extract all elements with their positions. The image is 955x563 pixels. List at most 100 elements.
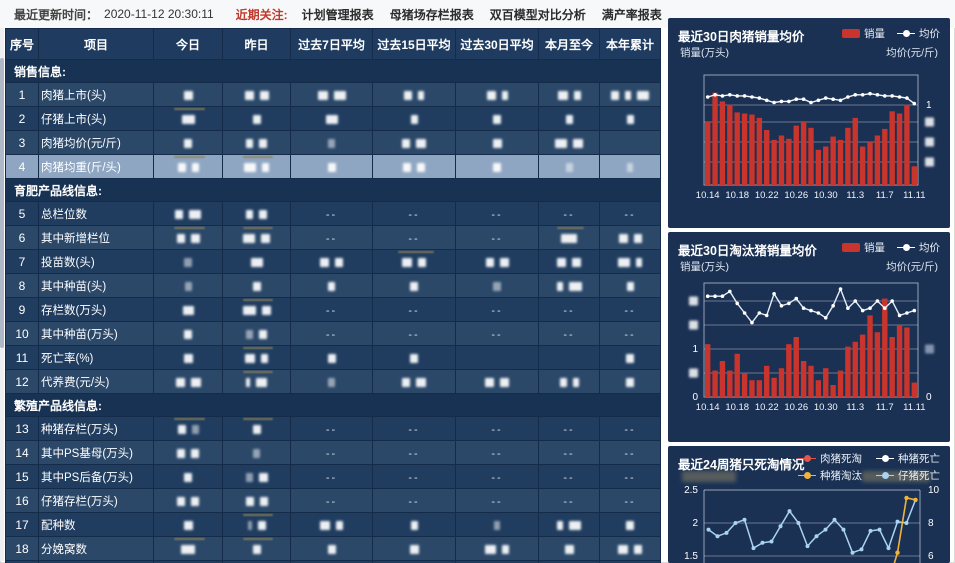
value-cell	[153, 464, 223, 489]
redacted-value	[262, 162, 269, 172]
table-row[interactable]: 15 其中PS后备(万头) -- -- -- -- --	[5, 464, 661, 489]
value-cell: --	[290, 488, 373, 513]
table-row[interactable]: 1 肉猪上市(头)	[5, 82, 661, 107]
value-cell	[455, 536, 539, 561]
value-cell	[153, 321, 223, 346]
scrollbar-thumb[interactable]	[0, 58, 4, 348]
redaction-smudge	[243, 156, 274, 158]
value-cell	[153, 416, 223, 441]
redacted-value	[261, 305, 271, 315]
redacted-value	[611, 90, 619, 100]
svg-text:0: 0	[692, 392, 698, 403]
row-number: 15	[5, 464, 39, 489]
redacted-value	[501, 90, 508, 100]
report-link-2[interactable]: 母猪场存栏报表	[389, 7, 474, 22]
redacted-value	[410, 114, 418, 124]
table-row[interactable]: 16 仔猪存栏(万头) -- -- -- -- --	[5, 488, 661, 513]
redaction-smudge	[243, 299, 274, 301]
row-item-name: 仔猪存栏(万头)	[38, 488, 154, 513]
table-row[interactable]: 6 其中新增栏位 -- -- --	[5, 225, 661, 250]
row-item-name: 种猪存栏(万头)	[38, 416, 154, 441]
value-cell	[538, 82, 600, 107]
row-number: 3	[5, 130, 39, 155]
row-number: 9	[5, 297, 39, 322]
redacted-value	[175, 209, 183, 219]
redacted-value	[246, 329, 253, 339]
value-cell	[153, 440, 223, 465]
value-cell	[222, 416, 291, 441]
row-number: 1	[5, 82, 39, 107]
table-row[interactable]: 4 肉猪均重(斤/头)	[5, 154, 661, 179]
value-cell	[372, 82, 456, 107]
value-cell	[222, 249, 291, 274]
value-cell: --	[538, 321, 600, 346]
redacted-value	[634, 544, 642, 554]
row-number: 6	[5, 225, 39, 250]
svg-text:10.14: 10.14	[696, 402, 720, 413]
value-cell	[153, 249, 223, 274]
redacted-value	[177, 496, 185, 506]
pig-sales-chart-canvas: 1 10.14 10.18 10.22 10.26 10.30 11.3 11.7 11.11	[696, 74, 934, 201]
table-row[interactable]: 8 其中种苗(头)	[5, 273, 661, 298]
table-row[interactable]: 7 投苗数(头)	[5, 249, 661, 274]
chart-panel-pig-sales-price: 最近30日肉猪销量均价 销量 均价 销量(万头) 均价(元/斤) 1 10.14 10…	[668, 18, 950, 228]
value-cell	[599, 345, 661, 370]
left-scrollbar[interactable]	[0, 28, 4, 561]
svg-text:10.22: 10.22	[755, 402, 779, 413]
redacted-value	[569, 520, 581, 530]
table-row[interactable]: 19窝均活仔(头/窝)	[5, 560, 661, 563]
table-row[interactable]: 3 肉猪均价(元/斤)	[5, 130, 661, 155]
svg-text:10.14: 10.14	[696, 190, 720, 201]
line-marker-icon	[798, 471, 816, 480]
table-row[interactable]: 17 配种数	[5, 512, 661, 537]
redacted-value	[244, 90, 254, 100]
redacted-value	[626, 353, 634, 363]
table-row[interactable]: 12 代养费(元/头)	[5, 369, 661, 394]
redacted-value	[317, 90, 328, 100]
value-cell	[222, 440, 291, 465]
value-cell: --	[538, 416, 600, 441]
value-cell	[372, 345, 456, 370]
table-row[interactable]: 9 存栏数(万头) -- -- -- -- --	[5, 297, 661, 322]
svg-text:11.11: 11.11	[903, 190, 925, 201]
value-cell	[599, 536, 661, 561]
value-cell	[455, 130, 539, 155]
no-data-dashes: --	[563, 495, 575, 508]
value-cell: --	[538, 297, 600, 322]
redacted-value	[259, 138, 267, 148]
row-number: 17	[5, 512, 39, 537]
line-marker-icon	[897, 243, 915, 252]
table-row[interactable]: 5 总栏位数 -- -- -- -- --	[5, 201, 661, 226]
table-row[interactable]: 10 其中种苗(万头) -- -- -- -- --	[5, 321, 661, 346]
table-row[interactable]: 2 仔猪上市(头)	[5, 106, 661, 131]
svg-text:1.5: 1.5	[684, 551, 698, 562]
report-link-1[interactable]: 计划管理报表	[301, 7, 374, 22]
value-cell	[599, 225, 661, 250]
value-cell	[222, 225, 291, 250]
redacted-value	[184, 472, 192, 482]
table-row[interactable]: 13 种猪存栏(万头) -- -- -- -- --	[5, 416, 661, 441]
no-data-dashes: --	[325, 495, 338, 508]
table-row[interactable]: 18 分娩窝数	[5, 536, 661, 561]
chart-legend: 肉猪死淘 种猪死亡 种猪淘汰 仔猪死亡	[798, 451, 940, 483]
redacted-value	[626, 520, 634, 530]
redacted-value	[259, 329, 267, 339]
no-data-dashes: --	[491, 328, 503, 341]
value-cell: --	[372, 201, 456, 226]
redaction-smudge	[243, 371, 274, 373]
value-cell	[538, 130, 600, 155]
row-item-name: 肉猪均价(元/斤)	[38, 130, 154, 155]
table-row[interactable]: 11 死亡率(%)	[5, 345, 661, 370]
redacted-value	[246, 209, 253, 219]
report-link-3[interactable]: 双百模型对比分析	[489, 7, 586, 22]
redacted-value	[259, 90, 269, 100]
report-link-4[interactable]: 满产率报表	[601, 7, 662, 22]
redacted-value	[493, 162, 501, 172]
legend-item-销量: 销量	[842, 26, 885, 41]
value-cell: --	[599, 297, 661, 322]
value-cell: --	[290, 321, 373, 346]
value-cell	[290, 249, 373, 274]
value-cell: --	[290, 464, 373, 489]
table-row[interactable]: 14 其中PS基母(万头) -- -- -- -- --	[5, 440, 661, 465]
svg-text:1: 1	[692, 344, 698, 355]
